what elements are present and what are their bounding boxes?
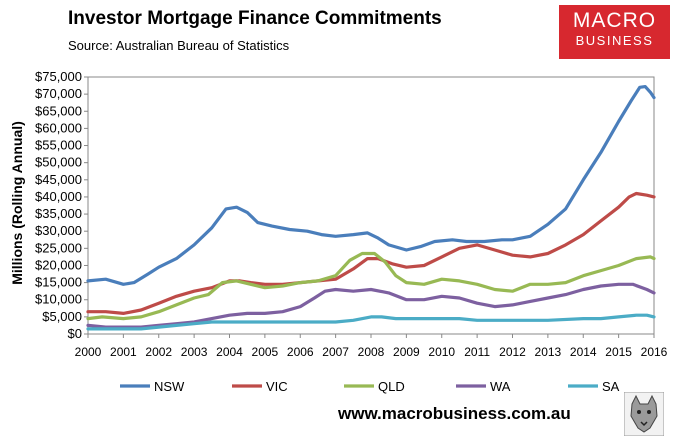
macrobusiness-logo: MACRO BUSINESS xyxy=(559,5,670,59)
y-tick-label: $10,000 xyxy=(35,292,82,307)
x-tick-label: 2009 xyxy=(393,345,420,359)
y-tick-label: $65,000 xyxy=(35,103,82,118)
x-tick-label: 2011 xyxy=(464,345,490,359)
x-tick-label: 2000 xyxy=(75,345,102,359)
legend-label-nsw: NSW xyxy=(154,379,185,394)
website-url: www.macrobusiness.com.au xyxy=(338,404,571,423)
y-tick-label: $70,000 xyxy=(35,86,82,101)
y-tick-label: $35,000 xyxy=(35,206,82,221)
plot-area xyxy=(87,76,655,335)
x-tick-label: 2005 xyxy=(252,345,279,359)
y-tick-label: $75,000 xyxy=(35,69,82,84)
x-tick-label: 2014 xyxy=(570,345,597,359)
x-tick-label: 2007 xyxy=(322,345,349,359)
x-tick-label: 2013 xyxy=(535,345,562,359)
x-tick-label: 2015 xyxy=(605,345,632,359)
y-tick-label: $20,000 xyxy=(35,257,82,272)
y-tick-label: $40,000 xyxy=(35,189,82,204)
legend: NSW VIC QLD WA SA xyxy=(120,379,620,394)
legend-label-wa: WA xyxy=(490,379,511,394)
wolf-logo-icon xyxy=(624,392,664,436)
y-tick-label: $25,000 xyxy=(35,240,82,255)
y-tick-label: $50,000 xyxy=(35,155,82,170)
y-tick-label: $55,000 xyxy=(35,138,82,153)
legend-label-sa: SA xyxy=(602,379,620,394)
series-line-qld xyxy=(86,251,656,321)
x-tick-label: 2002 xyxy=(145,345,172,359)
x-axis: 2000 2001 2002 2003 2004 2005 2006 2007 2008 2009… xyxy=(75,334,668,359)
series-line-sa xyxy=(86,313,656,331)
x-tick-label: 2008 xyxy=(358,345,385,359)
y-tick-label: $15,000 xyxy=(35,275,82,290)
legend-label-vic: VIC xyxy=(266,379,288,394)
x-tick-label: 2010 xyxy=(428,345,455,359)
y-axis-label: Millions (Rolling Annual) xyxy=(9,121,25,285)
logo-line-2: BUSINESS xyxy=(575,33,654,48)
x-tick-label: 2012 xyxy=(499,345,526,359)
series-line-vic xyxy=(86,191,656,315)
legend-label-qld: QLD xyxy=(378,379,405,394)
x-tick-label: 2006 xyxy=(287,345,314,359)
x-tick-label: 2003 xyxy=(181,345,208,359)
y-tick-label: $0 xyxy=(68,326,82,341)
series-line-nsw xyxy=(86,85,656,286)
logo-line-1: MACRO xyxy=(572,9,657,32)
y-tick-label: $5,000 xyxy=(42,309,82,324)
y-axis: $0 $5,000 $10,000 $15,000 $20,000 $25,000 $30,… xyxy=(35,69,88,341)
y-tick-label: $45,000 xyxy=(35,172,82,187)
series-line-wa xyxy=(86,282,656,329)
y-tick-label: $30,000 xyxy=(35,223,82,238)
series-lines xyxy=(86,85,656,331)
chart-subtitle: Source: Australian Bureau of Statistics xyxy=(68,38,290,53)
chart-title: Investor Mortgage Finance Commitments xyxy=(68,8,442,29)
x-tick-label: 2004 xyxy=(216,345,243,359)
x-tick-label: 2016 xyxy=(641,345,668,359)
y-tick-label: $60,000 xyxy=(35,120,82,135)
x-tick-label: 2001 xyxy=(110,345,137,359)
